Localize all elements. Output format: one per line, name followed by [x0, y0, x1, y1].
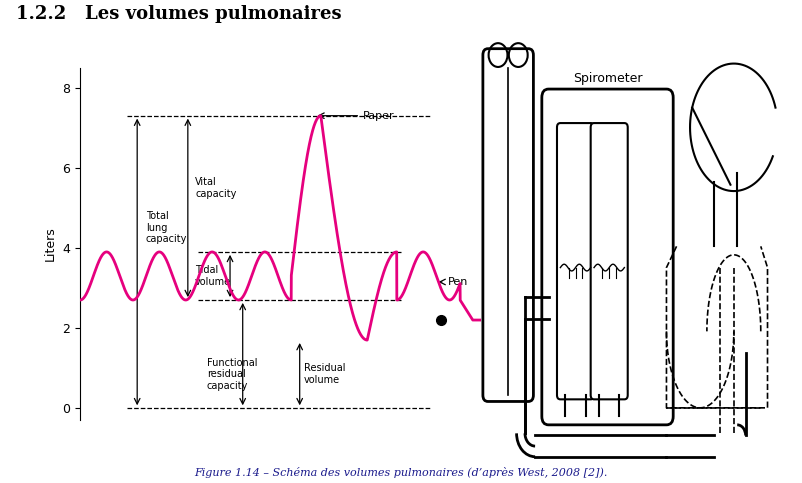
Text: Functional
residual
capacity: Functional residual capacity [207, 357, 257, 391]
Text: Residual
volume: Residual volume [304, 363, 346, 385]
Y-axis label: Liters: Liters [44, 227, 57, 261]
FancyBboxPatch shape [557, 123, 594, 399]
FancyBboxPatch shape [542, 89, 673, 425]
FancyBboxPatch shape [590, 123, 628, 399]
FancyBboxPatch shape [483, 49, 533, 401]
Text: Figure 1.14 – Schéma des volumes pulmonaires (d’après West, 2008 [2]).: Figure 1.14 – Schéma des volumes pulmona… [194, 467, 608, 478]
Text: Tidal
volume: Tidal volume [195, 265, 231, 287]
Text: Paper: Paper [318, 111, 395, 121]
Text: Pen: Pen [439, 277, 468, 287]
Text: Total
lung
capacity: Total lung capacity [146, 211, 187, 244]
Text: Vital
capacity: Vital capacity [195, 177, 237, 199]
Text: 1.2.2   Les volumes pulmonaires: 1.2.2 Les volumes pulmonaires [16, 5, 342, 23]
Text: Spirometer: Spirometer [573, 72, 642, 85]
